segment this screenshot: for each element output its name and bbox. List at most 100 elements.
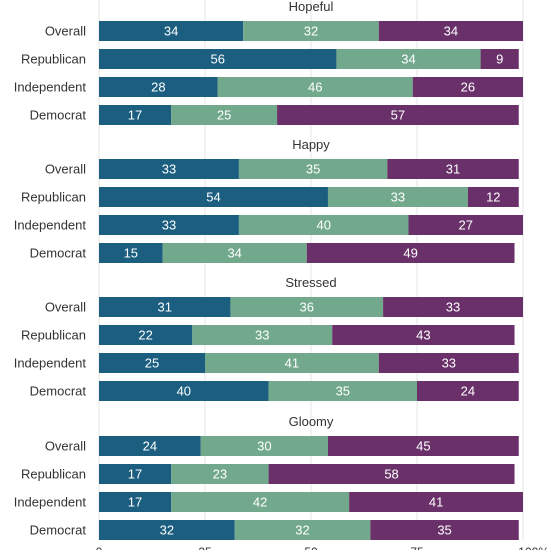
bar-segment [378,21,523,41]
data-label: 35 [306,162,320,177]
data-label: 34 [444,24,458,39]
bar-segment [217,77,413,97]
data-label: 40 [316,218,330,233]
bar-segment [99,325,193,345]
bar-segment [171,464,269,484]
data-label: 17 [128,467,142,482]
panel-happy: Happy Overall 33 35 31 Republican 54 33 12 Indepe… [14,137,523,263]
data-label: 34 [164,24,178,39]
data-label: 45 [416,439,430,454]
data-label: 33 [391,190,405,205]
bar-segment [383,297,523,317]
bar-segment [327,436,519,456]
data-label: 33 [162,218,176,233]
bar-segment [277,105,519,125]
bar-segment [243,21,379,41]
data-label: 58 [384,467,398,482]
x-axis: 0 25 50 75 100% [96,545,550,550]
category-label: Independent [14,495,87,510]
bar-segment [99,49,337,69]
bar-segment [171,492,350,512]
category-label: Independent [14,80,87,95]
data-label: 33 [255,328,269,343]
bar-segment [99,464,172,484]
data-label: 46 [308,80,322,95]
bar-segment [99,187,328,207]
bar-segment [370,520,519,540]
bar-segment [99,159,239,179]
bar-segment [99,215,239,235]
bar-segment [99,520,235,540]
data-label: 32 [295,523,309,538]
x-tick-label: 100% [518,545,549,550]
category-label: Independent [14,218,87,233]
data-label: 22 [138,328,152,343]
data-label: 26 [461,80,475,95]
category-label: Independent [14,356,87,371]
data-label: 24 [143,439,157,454]
bar-segment [230,297,384,317]
bar-segment [99,381,269,401]
data-label: 54 [206,190,220,205]
bar-segment [99,353,205,373]
data-label: 34 [227,246,241,261]
data-label: 35 [437,523,451,538]
panel-hopeful: Hopeful Overall 34 32 34 Republican 56 34 9 Indep… [14,0,523,125]
panel-title: Hopeful [289,0,334,14]
data-label: 33 [162,162,176,177]
data-label: 32 [304,24,318,39]
category-label: Overall [45,300,86,315]
data-label: 25 [145,356,159,371]
data-label: 31 [157,300,171,315]
data-label: 33 [442,356,456,371]
data-label: 33 [446,300,460,315]
panel-title: Stressed [285,275,336,290]
bar-segment [349,492,523,512]
data-label: 34 [401,52,415,67]
bar-segment [327,187,468,207]
panel-gloomy: Gloomy Overall 24 30 45 Republican 17 23 58 Indep… [14,414,523,540]
data-label: 35 [336,384,350,399]
data-label: 9 [496,52,503,67]
data-label: 40 [177,384,191,399]
data-label: 28 [151,80,165,95]
x-tick-label: 75 [410,545,424,550]
bar-segment [171,105,278,125]
bar-segment [238,215,409,235]
bar-segment [306,243,515,263]
category-label: Republican [21,328,86,343]
data-label: 24 [461,384,475,399]
bar-segment [417,381,519,401]
data-label: 36 [300,300,314,315]
bar-segment [387,159,519,179]
panel-title: Happy [292,137,330,152]
bar-segment [268,464,515,484]
data-label: 31 [446,162,460,177]
bar-segment [336,49,481,69]
data-label: 23 [213,467,227,482]
category-label: Republican [21,467,86,482]
bar-segment [412,77,523,97]
data-label: 17 [128,108,142,123]
bar-segment [99,492,172,512]
panel-title: Gloomy [289,414,334,429]
category-label: Republican [21,52,86,67]
bar-segment [234,520,371,540]
x-tick-label: 25 [198,545,212,550]
data-label: 27 [459,218,473,233]
x-tick-label: 50 [304,545,318,550]
bar-segment [480,49,519,69]
data-label: 25 [217,108,231,123]
bar-segment [192,325,333,345]
category-label: Democrat [30,108,87,123]
data-label: 15 [124,246,138,261]
category-label: Democrat [30,523,87,538]
bar-segment [99,21,244,41]
data-label: 41 [285,356,299,371]
data-label: 49 [403,246,417,261]
data-label: 56 [210,52,224,67]
bar-segment [162,243,307,263]
panel-stressed: Stressed Overall 31 36 33 Republican 22 33 43 Ind… [14,275,523,401]
category-label: Overall [45,162,86,177]
